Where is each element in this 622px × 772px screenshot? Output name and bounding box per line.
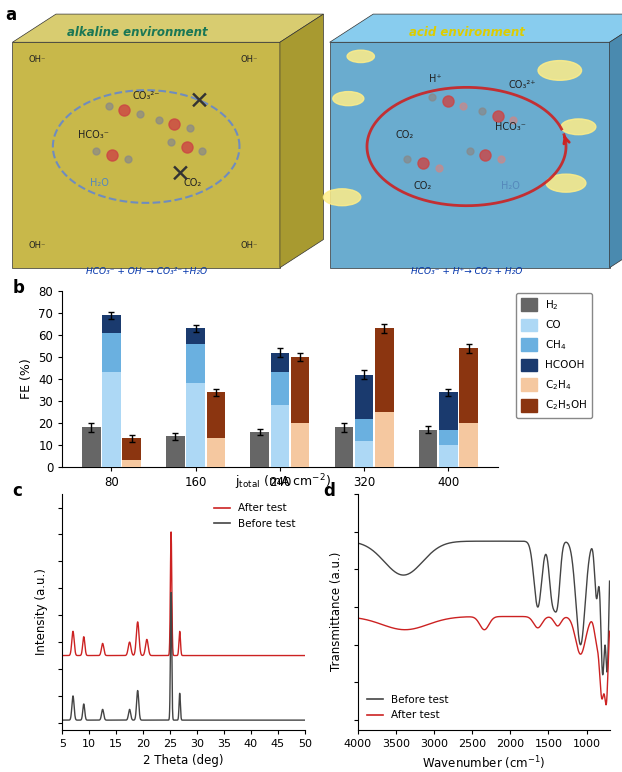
Text: HCO₃⁻: HCO₃⁻ [78, 130, 109, 141]
Text: ✕: ✕ [170, 163, 191, 187]
Text: OH⁻: OH⁻ [240, 55, 258, 64]
Polygon shape [330, 42, 610, 268]
Text: a: a [5, 5, 16, 24]
Bar [375, 412, 394, 467]
Polygon shape [12, 42, 280, 268]
Circle shape [333, 92, 364, 106]
Text: c: c [12, 482, 22, 500]
Legend: Before test, After test: Before test, After test [363, 691, 453, 724]
Text: H₂O: H₂O [90, 178, 109, 188]
Bar [459, 423, 478, 467]
Circle shape [538, 60, 582, 80]
Polygon shape [12, 14, 323, 42]
Text: j$_{\mathrm{total}}$ (mA cm$^{-2}$): j$_{\mathrm{total}}$ (mA cm$^{-2}$) [235, 472, 331, 492]
Bar [123, 438, 141, 460]
Text: d: d [323, 482, 335, 500]
Y-axis label: FE (%): FE (%) [20, 359, 33, 399]
Bar [187, 344, 205, 384]
Text: HCO₃⁻ + OH⁻→ CO₃²⁻+H₂O: HCO₃⁻ + OH⁻→ CO₃²⁻+H₂O [86, 267, 207, 276]
Text: OH⁻: OH⁻ [29, 55, 46, 64]
Circle shape [347, 50, 374, 63]
Bar [102, 333, 121, 372]
Bar [439, 392, 458, 430]
Text: CO₂: CO₂ [183, 178, 202, 188]
Y-axis label: Intensity (a.u.): Intensity (a.u.) [35, 568, 48, 655]
Bar [355, 418, 373, 441]
Bar [271, 405, 289, 467]
Bar [187, 384, 205, 467]
Bar [166, 436, 185, 467]
Text: acid environment: acid environment [409, 26, 524, 39]
Circle shape [546, 174, 586, 192]
Text: CO₂: CO₂ [395, 130, 414, 141]
Text: H⁺: H⁺ [429, 74, 442, 84]
Bar [271, 372, 289, 405]
Bar [187, 328, 205, 344]
Bar [459, 348, 478, 423]
Text: CO₃²⁻: CO₃²⁻ [132, 91, 160, 101]
Text: OH⁻: OH⁻ [29, 241, 46, 250]
Bar [291, 423, 309, 467]
Bar [291, 357, 309, 423]
Polygon shape [280, 14, 323, 268]
Bar [251, 432, 269, 467]
Bar [355, 374, 373, 418]
Bar [207, 438, 225, 467]
Bar [271, 353, 289, 372]
Text: H₂O: H₂O [501, 181, 519, 191]
Bar [355, 441, 373, 467]
Bar [439, 445, 458, 467]
Polygon shape [610, 14, 622, 268]
Text: alkaline environment: alkaline environment [67, 26, 207, 39]
X-axis label: 2 Theta (deg): 2 Theta (deg) [143, 754, 224, 767]
Bar [102, 315, 121, 333]
Text: ✕: ✕ [188, 90, 210, 113]
X-axis label: Wavenumber (cm$^{-1}$): Wavenumber (cm$^{-1}$) [422, 754, 545, 772]
Bar [82, 428, 101, 467]
Polygon shape [330, 14, 622, 42]
Bar [102, 372, 121, 467]
Legend: After test, Before test: After test, Before test [210, 499, 300, 533]
Bar [123, 460, 141, 467]
Bar [207, 392, 225, 438]
Circle shape [561, 119, 596, 134]
Text: HCO₃⁻: HCO₃⁻ [494, 122, 526, 132]
Text: CO₂: CO₂ [414, 181, 432, 191]
Bar [375, 328, 394, 412]
Bar [419, 430, 437, 467]
Bar [335, 428, 353, 467]
Text: HCO₃⁻ + H⁺→ CO₂ + H₂O: HCO₃⁻ + H⁺→ CO₂ + H₂O [411, 267, 522, 276]
Circle shape [323, 189, 361, 205]
Bar [439, 430, 458, 445]
Y-axis label: Transmittance (a.u.): Transmittance (a.u.) [330, 552, 343, 672]
Text: OH⁻: OH⁻ [240, 241, 258, 250]
Text: b: b [12, 279, 24, 297]
Text: CO₃²⁺: CO₃²⁺ [509, 80, 536, 90]
Legend: H$_2$, CO, CH$_4$, HCOOH, C$_2$H$_4$, C$_2$H$_5$OH: H$_2$, CO, CH$_4$, HCOOH, C$_2$H$_4$, C$… [516, 293, 592, 418]
